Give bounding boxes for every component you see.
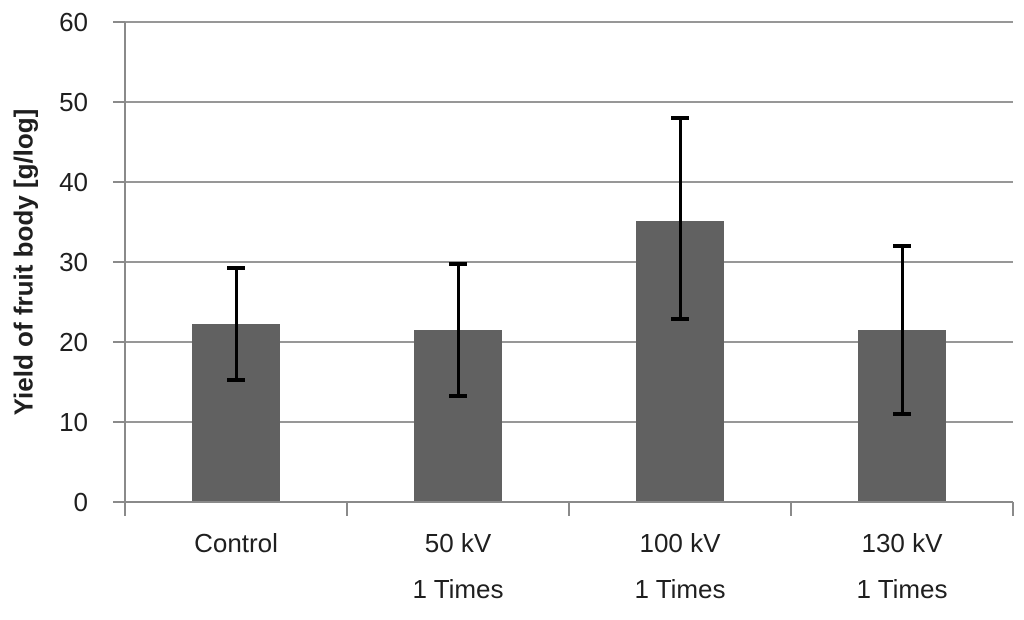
error-bar-line-100-kv [678,118,682,319]
y-tick-20 [113,341,125,343]
x-tick-1 [346,502,348,516]
y-tick-0 [113,501,125,503]
y-tick-40 [113,181,125,183]
error-bar-cap-upper-100-kv [671,116,689,120]
y-tick-30 [113,261,125,263]
y-tick-50 [113,101,125,103]
y-tick-label-50: 50 [59,87,88,117]
y-tick-10 [113,421,125,423]
gridline-30 [125,261,1013,263]
error-bar-line-control [234,268,238,380]
error-bar-line-50-kv [456,263,460,396]
error-bar-cap-upper-130-kv [893,244,911,248]
y-tick-label-30: 30 [59,247,88,277]
y-tick-label-0: 0 [73,487,88,517]
error-bar-cap-upper-50-kv [449,261,467,266]
x-label-50-kv: 50 kV [424,528,492,558]
y-tick-label-40: 40 [59,167,88,197]
error-bar-cap-lower-50-kv [449,393,467,398]
gridline-20 [125,341,1013,343]
x-sublabel-130-kv: 1 Times [856,574,948,604]
gridline-50 [125,101,1013,103]
x-label-130-kv: 130 kV [861,528,943,558]
y-tick-label-20: 20 [59,327,88,357]
y-axis-line [124,22,126,516]
y-tick-60 [113,21,125,23]
x-sublabel-100-kv: 1 Times [634,574,726,604]
error-bar-cap-upper-control [227,266,245,271]
x-tick-4 [1012,502,1014,516]
x-sublabel-50-kv: 1 Times [412,574,504,604]
x-label-100-kv: 100 kV [639,528,721,558]
error-bar-line-130-kv [900,246,904,414]
gridline-40 [125,181,1013,183]
gridline-10 [125,421,1013,423]
x-tick-3 [790,502,792,516]
y-tick-label-60: 60 [59,7,88,37]
error-bar-cap-lower-130-kv [893,412,911,416]
error-bar-cap-lower-100-kv [671,316,689,321]
x-tick-2 [568,502,570,516]
error-bar-cap-lower-control [227,377,245,382]
x-label-control: Control [194,528,278,558]
gridline-60 [125,21,1013,23]
y-tick-label-10: 10 [59,407,88,437]
